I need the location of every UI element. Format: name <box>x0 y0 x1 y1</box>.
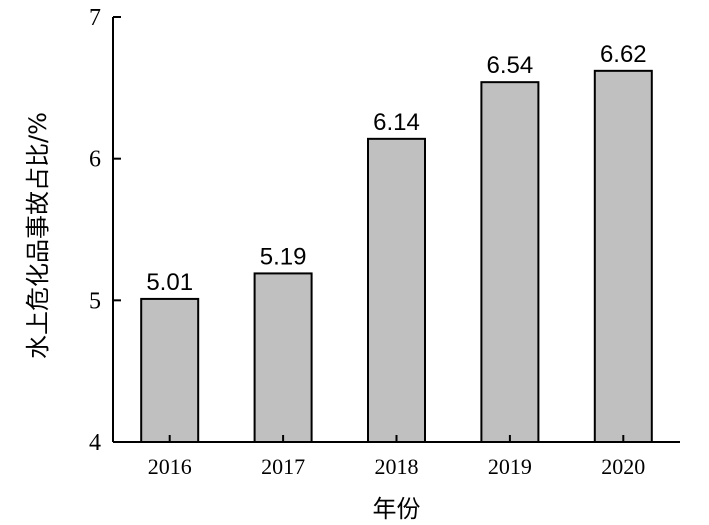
data-label-2018: 6.14 <box>373 109 420 136</box>
y-tick-label: 7 <box>89 5 101 31</box>
y-tick-label: 6 <box>89 147 101 173</box>
bar-2019 <box>480 81 540 444</box>
bar-2017 <box>253 272 313 443</box>
data-label-2019: 6.54 <box>487 52 534 79</box>
y-tick-label: 4 <box>89 430 101 456</box>
x-tick-label-2020: 2020 <box>601 454 645 479</box>
bars-layer <box>140 69 653 444</box>
x-tick-label-2018: 2018 <box>375 454 419 479</box>
data-label-2020: 6.62 <box>600 41 647 68</box>
data-labels: 5.01 5.19 6.14 6.54 6.62 <box>146 41 646 296</box>
x-tick-label-2017: 2017 <box>261 454 305 479</box>
data-label-2016: 5.01 <box>146 269 193 296</box>
x-axis-title: 年份 <box>373 495 421 523</box>
data-label-2017: 5.19 <box>260 243 307 270</box>
bar-2020 <box>593 69 653 443</box>
x-ticks: 2016 2017 2018 2019 2020 <box>148 435 645 479</box>
y-ticks: 4 5 6 7 <box>89 5 121 456</box>
x-tick-label-2016: 2016 <box>148 454 192 479</box>
bar-2018 <box>367 137 426 443</box>
y-tick-label: 5 <box>89 288 101 314</box>
bar-2016 <box>140 297 200 443</box>
x-tick-label-2019: 2019 <box>488 454 532 479</box>
y-axis-title: 水上危化品事故占比/% <box>24 112 52 359</box>
